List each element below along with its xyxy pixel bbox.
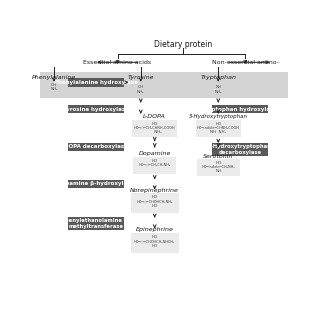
Text: Essential amino acids: Essential amino acids [84, 60, 152, 65]
Bar [131, 193, 179, 213]
Bar [133, 157, 176, 174]
Bar [197, 159, 240, 176]
Text: HO: HO [152, 204, 158, 208]
Bar [212, 105, 268, 114]
Text: HO: HO [152, 159, 158, 163]
Text: NH₂: NH₂ [148, 130, 162, 133]
Text: Non-essential amino-: Non-essential amino- [212, 60, 279, 65]
Text: HO: HO [152, 235, 158, 239]
Text: Tryptophan: Tryptophan [200, 75, 236, 80]
Text: Phenylalanine hydroxylase: Phenylalanine hydroxylase [54, 80, 138, 85]
Text: Dietary protein: Dietary protein [154, 40, 212, 49]
Text: HO─⬡─CH₂CH₂NH₂: HO─⬡─CH₂CH₂NH₂ [139, 163, 171, 167]
Text: OH
NH₂: OH NH₂ [137, 85, 145, 93]
Text: Tyrosine hydroxylase: Tyrosine hydroxylase [63, 107, 129, 112]
Text: Tyrosine: Tyrosine [127, 75, 154, 80]
Text: HO: HO [215, 122, 221, 126]
Bar [131, 233, 179, 253]
Text: HO: HO [215, 161, 221, 165]
Text: OH
NH₂: OH NH₂ [50, 83, 58, 91]
Bar [132, 120, 177, 137]
Text: L-DOPA: L-DOPA [143, 115, 166, 119]
Text: Phenylalanine: Phenylalanine [32, 75, 76, 80]
Text: 5-Hydroxytryptophan
decarboxylase: 5-Hydroxytryptophan decarboxylase [208, 144, 272, 155]
Text: HO─indole─CH₂NH₂: HO─indole─CH₂NH₂ [201, 165, 235, 169]
Text: NH  NH₂: NH NH₂ [210, 130, 226, 133]
Bar [68, 217, 124, 230]
Text: Dopamine: Dopamine [139, 151, 171, 156]
Bar [196, 120, 241, 137]
Bar [68, 180, 124, 188]
Text: DOPA decarboxylase: DOPA decarboxylase [64, 144, 128, 149]
Bar [68, 78, 124, 86]
Text: Norepinephrine: Norepinephrine [130, 188, 179, 193]
Bar [68, 105, 124, 114]
Text: Dopamine β-hydroxylase: Dopamine β-hydroxylase [57, 181, 134, 187]
Text: HO: HO [152, 122, 158, 126]
Text: Serotonin: Serotonin [203, 154, 234, 159]
Text: NH: NH [215, 169, 221, 173]
Text: 5-Hydroxytryptophan: 5-Hydroxytryptophan [189, 115, 248, 119]
Text: Phenylethanolamine N-
methyltransferase: Phenylethanolamine N- methyltransferase [61, 218, 131, 228]
Text: HO: HO [152, 244, 158, 248]
Text: HO─indole─CHNH₂COOH: HO─indole─CHNH₂COOH [197, 126, 240, 130]
Bar [40, 72, 288, 99]
Text: Tryptophan hydroxylase: Tryptophan hydroxylase [202, 107, 277, 112]
Text: HO─⬡─CH₂CHNH₂COOH: HO─⬡─CH₂CHNH₂COOH [134, 126, 175, 130]
Text: HO: HO [152, 195, 158, 199]
Bar [212, 143, 268, 156]
Text: NH
NH₂: NH NH₂ [214, 85, 222, 93]
Bar [68, 143, 124, 151]
Text: HO─⬡─CHOHCH₂NH₂: HO─⬡─CHOHCH₂NH₂ [137, 200, 173, 204]
Text: Epinephrine: Epinephrine [136, 227, 174, 232]
Text: HO─⬡─CHOHCH₂NHCH₃: HO─⬡─CHOHCH₂NHCH₃ [134, 240, 175, 244]
